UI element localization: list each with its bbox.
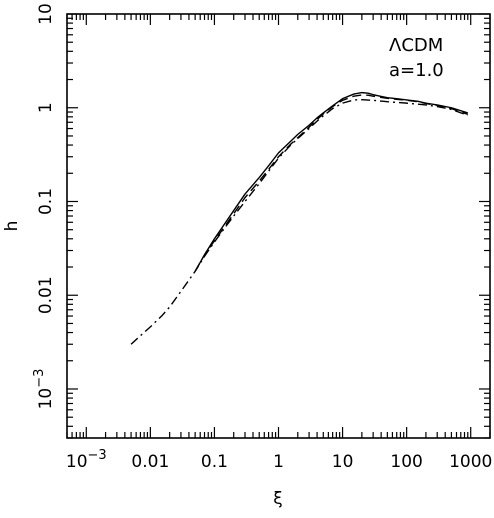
x-tick-label: 0.01: [131, 452, 169, 472]
annotation-model: ΛCDM: [389, 35, 443, 56]
y-tick-label: 10: [36, 3, 56, 25]
y-tick-label: 0.1: [36, 188, 56, 215]
x-tick-label: 100: [390, 452, 422, 472]
y-axis-label: h: [2, 221, 22, 232]
x-tick-label-exponent: −3: [88, 448, 107, 463]
x-axis-label: ξ: [273, 489, 282, 509]
x-tick-label: 1: [273, 452, 284, 472]
x-tick-label-base: 10: [66, 452, 88, 472]
annotation-scale-factor: a=1.0: [389, 60, 444, 81]
series-line-dash-dot: [130, 98, 469, 345]
x-tick-labels: 10−3 0.01 0.1 1 10 100 1000: [66, 448, 492, 472]
axis-ticks: [66, 13, 491, 439]
x-tick-label: 10−3: [66, 448, 107, 472]
y-tick-label: 0.01: [36, 276, 56, 314]
x-tick-label: 10: [332, 452, 354, 472]
series-line-dashed: [194, 94, 469, 272]
y-tick-label: 10−3: [32, 369, 56, 410]
series-line-solid: [194, 91, 468, 272]
x-tick-label: 1000: [449, 452, 492, 472]
y-tick-label-base: 10: [36, 388, 56, 410]
series-layer: [130, 91, 469, 345]
y-tick-label: 1: [36, 102, 56, 113]
plot-area: [66, 13, 491, 439]
y-tick-label-exponent: −3: [32, 369, 47, 388]
x-tick-label: 0.1: [201, 452, 228, 472]
